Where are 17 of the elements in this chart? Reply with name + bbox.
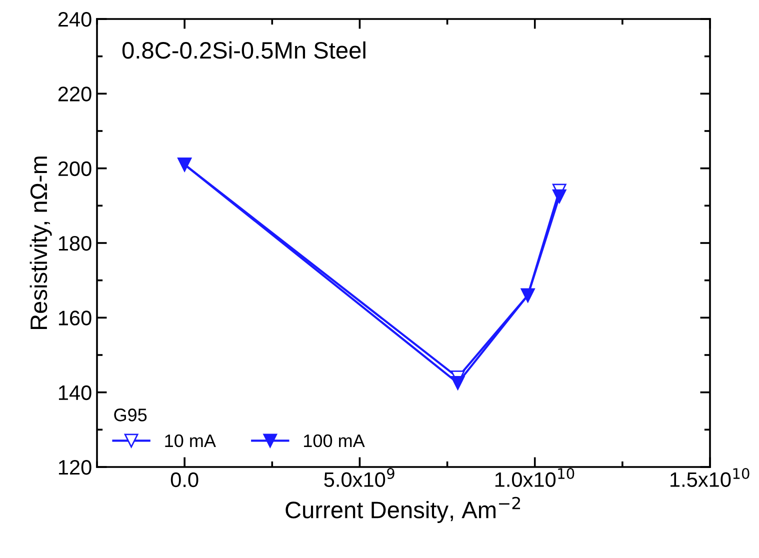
x-axis-title: Current Density, Am$^{−2}$ (286, 496, 520, 524)
y-tick-label: 220 (58, 86, 92, 102)
legend-label: 10 mA (165, 434, 216, 448)
y-tick-label: 120 (58, 460, 92, 475)
y-tick-label: 200 (58, 161, 92, 176)
x-tick-label: 1.5x10$^{10}$ (670, 468, 750, 488)
x-tick-label: 0.0 (170, 472, 198, 488)
x-tick-label: 5.0x10$^{9}$ (324, 468, 394, 488)
legend-label: 100 mA (304, 434, 365, 448)
x-tick-label: 1.0x10$^{10}$ (495, 468, 574, 488)
legend-title: G95 (114, 408, 147, 422)
y-tick-label: 240 (58, 12, 92, 27)
y-tick-label: 160 (58, 310, 92, 326)
y-tick-label: 140 (58, 385, 92, 400)
y-tick-label: 180 (58, 236, 92, 251)
y-axis-title: Resistivity, nΩ-m (30, 156, 52, 330)
annotation: 0.8C-0.2Si-0.5Mn Steel (122, 41, 366, 59)
